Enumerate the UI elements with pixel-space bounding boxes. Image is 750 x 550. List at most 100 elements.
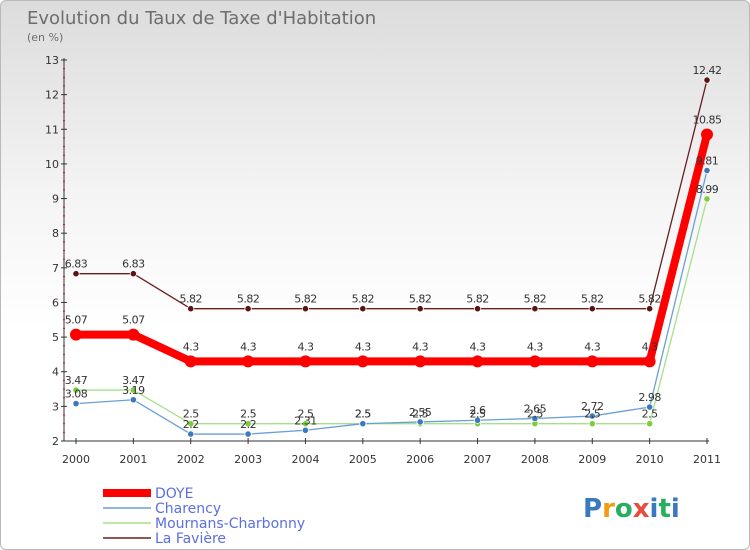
legend-label-doye: DOYE	[155, 486, 193, 502]
data-point-mournans-charbonny	[129, 386, 137, 394]
data-label-la-favi-re: 5.82	[581, 293, 604, 306]
data-label-charency: 9.81	[696, 154, 719, 167]
data-label-la-favi-re: 12.42	[693, 64, 722, 77]
legend-label-charency: Charency	[155, 501, 221, 517]
data-label-mournans-charbonny: 2.5	[412, 408, 428, 421]
y-tick-label: 4	[52, 366, 59, 379]
axes: 2 3 4 5 6 7 8 9 10 11 12 13 2000 2001 2002 2003 2004 2005…	[45, 54, 721, 466]
data-point-doye	[356, 355, 369, 368]
data-label-mournans-charbonny: 8.99	[696, 183, 719, 196]
data-point-charency	[72, 399, 80, 408]
data-point-doye	[586, 355, 599, 368]
data-label-doye: 5.07	[65, 314, 88, 327]
data-label-mournans-charbonny: 2.5	[470, 408, 486, 421]
data-label-doye: 4.3	[527, 340, 543, 353]
data-point-doye	[471, 355, 484, 368]
data-label-doye: 10.85	[693, 113, 722, 126]
data-label-doye: 4.3	[642, 340, 658, 353]
data-point-charency	[129, 396, 137, 404]
data-point-la-favi-re	[244, 305, 252, 313]
data-label-mournans-charbonny: 2.5	[240, 408, 256, 421]
data-label-charency: 2.65	[524, 402, 547, 415]
y-tick-label: 10	[45, 158, 59, 171]
data-point-doye	[528, 355, 541, 368]
data-point-la-favi-re	[359, 305, 367, 313]
y-tick-label: 6	[52, 296, 59, 309]
legend-label-la-favi-re: La Favière	[155, 531, 226, 547]
data-point-charency	[301, 426, 310, 434]
data-label-doye: 4.3	[584, 340, 600, 353]
data-point-doye	[242, 355, 255, 368]
data-label-doye: 4.3	[470, 340, 486, 353]
data-label-doye: 4.3	[412, 340, 428, 353]
data-label-la-favi-re: 5.82	[409, 293, 432, 306]
data-point-mournans-charbonny	[588, 420, 596, 428]
data-point-mournans-charbonny	[72, 386, 80, 394]
x-tick-label: 2000	[62, 453, 90, 466]
data-label-mournans-charbonny: 2.5	[527, 408, 543, 421]
data-label-la-favi-re: 5.82	[638, 293, 661, 306]
x-tick-label: 2008	[521, 453, 549, 466]
data-label-mournans-charbonny: 3.47	[122, 374, 145, 387]
data-point-doye	[299, 355, 312, 368]
proxiti-logo: Proxiti	[583, 494, 680, 524]
data-point-charency	[359, 420, 367, 428]
x-tick-label: 2002	[177, 453, 205, 466]
logo-letter: P	[583, 494, 602, 524]
data-point-la-favi-re	[646, 305, 654, 313]
data-label-charency: 2.31	[294, 414, 317, 427]
chart-subtitle: (en %)	[27, 31, 63, 44]
data-label-charency: 2.2	[183, 418, 199, 431]
y-tick-label: 2	[52, 435, 59, 448]
data-point-charency	[703, 166, 711, 175]
data-label-mournans-charbonny: 3.47	[65, 374, 88, 387]
data-point-la-favi-re	[473, 305, 482, 313]
x-tick-label: 2007	[464, 453, 492, 466]
data-label-charency: 2.2	[240, 418, 256, 431]
data-labels: 6.83 6.83 5.82 5.82 5.82 5.82 5.82 5.82 5.82 5.82…	[65, 64, 723, 431]
data-label-doye: 4.3	[297, 340, 313, 353]
data-point-doye	[184, 355, 197, 368]
data-point-la-favi-re	[703, 76, 711, 84]
data-point-la-favi-re	[531, 305, 539, 313]
data-label-la-favi-re: 6.83	[65, 258, 88, 271]
y-tick-label: 5	[52, 331, 59, 344]
data-point-doye	[70, 328, 82, 341]
logo-letter: i	[650, 494, 659, 524]
data-point-mournans-charbonny	[244, 420, 252, 428]
chart-title: Evolution du Taux de Taxe d'Habitation	[27, 8, 376, 29]
x-tick-label: 2003	[234, 453, 262, 466]
data-point-charency	[187, 430, 195, 438]
data-label-la-favi-re: 5.82	[179, 293, 202, 306]
data-point-mournans-charbonny	[646, 420, 654, 428]
legend-label-mournans-charbonny: Mournans-Charbonny	[155, 516, 305, 532]
data-point-charency	[416, 418, 424, 426]
logo-letter: x	[633, 494, 650, 524]
data-label-mournans-charbonny: 2.5	[584, 408, 600, 421]
data-label-la-favi-re: 6.83	[122, 258, 145, 271]
logo-letter: i	[671, 494, 680, 524]
y-tick-label: 8	[52, 227, 59, 240]
data-label-la-favi-re: 5.82	[524, 293, 547, 306]
data-point-charency	[244, 430, 252, 438]
x-tick-label: 2009	[578, 453, 606, 466]
series-line-la-favi-re	[75, 79, 708, 310]
data-label-la-favi-re: 5.82	[466, 293, 489, 306]
logo-text: Proxiti	[583, 494, 680, 524]
data-point-mournans-charbonny	[703, 195, 711, 203]
data-point-mournans-charbonny	[187, 420, 195, 428]
data-label-charency: 2.6	[470, 404, 486, 417]
x-tick-label: 2005	[349, 453, 377, 466]
data-point-charency	[646, 403, 654, 411]
data-label-charency: 3.08	[65, 388, 88, 401]
data-label-la-favi-re: 5.82	[237, 293, 260, 306]
logo-letter: r	[602, 494, 615, 524]
data-point-charency	[531, 414, 539, 423]
data-label-la-favi-re: 5.82	[294, 293, 317, 306]
data-point-la-favi-re	[416, 305, 424, 313]
x-tick-label: 2011	[693, 453, 721, 466]
y-tick-label: 9	[52, 193, 59, 206]
